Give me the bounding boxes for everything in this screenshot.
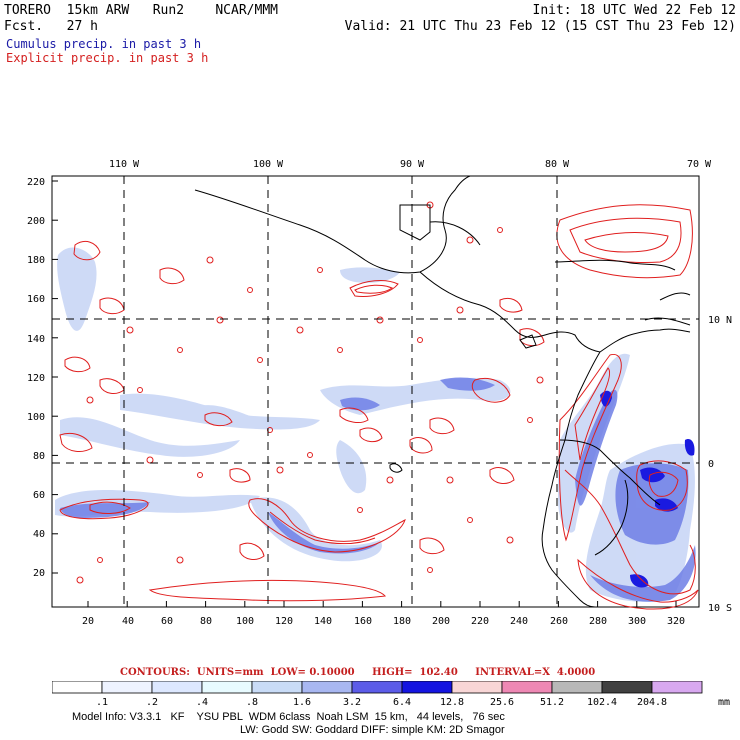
colorbar-label: .2 xyxy=(146,697,158,707)
header-title: TORERO 15km ARW Run2 NCAR/MMM xyxy=(4,3,278,18)
colorbar-label: .8 xyxy=(246,697,258,707)
lon-label: 70 W xyxy=(687,159,712,170)
lat-label: 0 xyxy=(708,459,714,470)
y-tick-label: 220 xyxy=(27,177,45,188)
colorbar-swatch xyxy=(251,681,303,694)
x-tick-label: 100 xyxy=(236,616,254,627)
x-tick-label: 140 xyxy=(314,616,332,627)
axis-ticks xyxy=(52,180,677,607)
colorbar-swatch xyxy=(101,681,153,694)
x-tick-label: 200 xyxy=(432,616,450,627)
legend-explicit: Explicit precip. in past 3 h xyxy=(6,51,209,65)
forecast-hour: Fcst. 27 h xyxy=(4,19,98,34)
x-tick-label: 160 xyxy=(354,616,372,627)
x-axis-labels: 20 40 60 80 100 120 140 160 180 200 220 … xyxy=(82,616,685,627)
x-tick-label: 40 xyxy=(122,616,134,627)
valid-time: Valid: 21 UTC Thu 23 Feb 12 (15 CST Thu … xyxy=(344,19,736,34)
top-lon-labels: 110 W 100 W 90 W 80 W 70 W xyxy=(109,159,712,170)
x-tick-label: 220 xyxy=(471,616,489,627)
colorbar-swatch xyxy=(52,681,103,694)
colorbar-label: 204.8 xyxy=(637,697,667,707)
colorbar-boxes xyxy=(52,681,703,694)
x-tick-label: 60 xyxy=(161,616,173,627)
y-tick-label: 140 xyxy=(27,334,45,345)
colorbar-label: 6.4 xyxy=(393,697,411,707)
y-tick-label: 160 xyxy=(27,294,45,305)
explicit-precip-contours xyxy=(59,204,699,610)
colorbar-swatch xyxy=(301,681,353,694)
colorbar-swatch xyxy=(151,681,203,694)
colorbar-label: .4 xyxy=(196,697,208,707)
colorbar-swatch xyxy=(401,681,453,694)
y-tick-label: 40 xyxy=(33,529,45,540)
colorbar-label: 12.8 xyxy=(440,697,464,707)
model-info-line1: Model Info: V3.3.1 KF YSU PBL WDM 6class… xyxy=(72,711,505,723)
lon-label: 110 W xyxy=(109,159,140,170)
init-time: Init: 18 UTC Wed 22 Feb 12 xyxy=(532,3,737,18)
y-axis-labels: 220 200 180 160 140 120 100 80 60 40 20 xyxy=(27,177,45,579)
colorbar-swatch xyxy=(201,681,253,694)
colorbar-label: .1 xyxy=(96,697,108,707)
colorbar-swatch xyxy=(551,681,603,694)
y-tick-label: 200 xyxy=(27,216,45,227)
x-tick-label: 320 xyxy=(667,616,685,627)
x-tick-label: 300 xyxy=(628,616,646,627)
x-tick-label: 280 xyxy=(589,616,607,627)
colorbar-swatch xyxy=(601,681,653,694)
cumulus-precip-max xyxy=(600,390,695,588)
colorbar-labels: .1 .2 .4 .8 1.6 3.2 6.4 12.8 25.6 51.2 1… xyxy=(96,697,730,707)
colorbar-label: 102.4 xyxy=(587,697,617,707)
x-tick-label: 240 xyxy=(510,616,528,627)
y-tick-label: 120 xyxy=(27,373,45,384)
colorbar-swatch xyxy=(351,681,403,694)
colorbar-unit: mm xyxy=(718,697,730,707)
y-tick-label: 20 xyxy=(33,568,45,579)
lat-label: 10 S xyxy=(708,603,732,614)
colorbar-label: 25.6 xyxy=(490,697,514,707)
colorbar-swatch xyxy=(451,681,503,694)
lon-label: 80 W xyxy=(545,159,570,170)
coastlines xyxy=(194,175,691,608)
precip-map: 110 W 100 W 90 W 80 W 70 W 10 N 0 10 S 2… xyxy=(27,159,732,627)
model-info-line2: LW: Godd SW: Goddard DIFF: simple KM: 2D… xyxy=(240,724,505,736)
x-tick-label: 120 xyxy=(275,616,293,627)
x-tick-label: 260 xyxy=(550,616,568,627)
right-lat-labels: 10 N 0 10 S xyxy=(708,315,732,614)
lon-label: 90 W xyxy=(400,159,425,170)
legend-cumulus: Cumulus precip. in past 3 h xyxy=(6,37,202,51)
y-tick-label: 180 xyxy=(27,255,45,266)
x-tick-label: 80 xyxy=(200,616,212,627)
colorbar-swatch xyxy=(501,681,553,694)
colorbar-swatch xyxy=(651,681,703,694)
x-tick-label: 180 xyxy=(393,616,411,627)
colorbar: .1 .2 .4 .8 1.6 3.2 6.4 12.8 25.6 51.2 1… xyxy=(52,681,730,707)
lon-label: 100 W xyxy=(253,159,284,170)
colorbar-label: 3.2 xyxy=(343,697,361,707)
x-tick-label: 20 xyxy=(82,616,94,627)
y-tick-label: 60 xyxy=(33,490,45,501)
colorbar-label: 51.2 xyxy=(540,697,564,707)
y-tick-label: 100 xyxy=(27,412,45,423)
colorbar-label: 1.6 xyxy=(293,697,311,707)
y-tick-label: 80 xyxy=(33,451,45,462)
graticule xyxy=(52,176,699,607)
lat-label: 10 N xyxy=(708,315,732,326)
contour-info: CONTOURS: UNITS=mm LOW= 0.10000 HIGH= 10… xyxy=(120,667,596,678)
